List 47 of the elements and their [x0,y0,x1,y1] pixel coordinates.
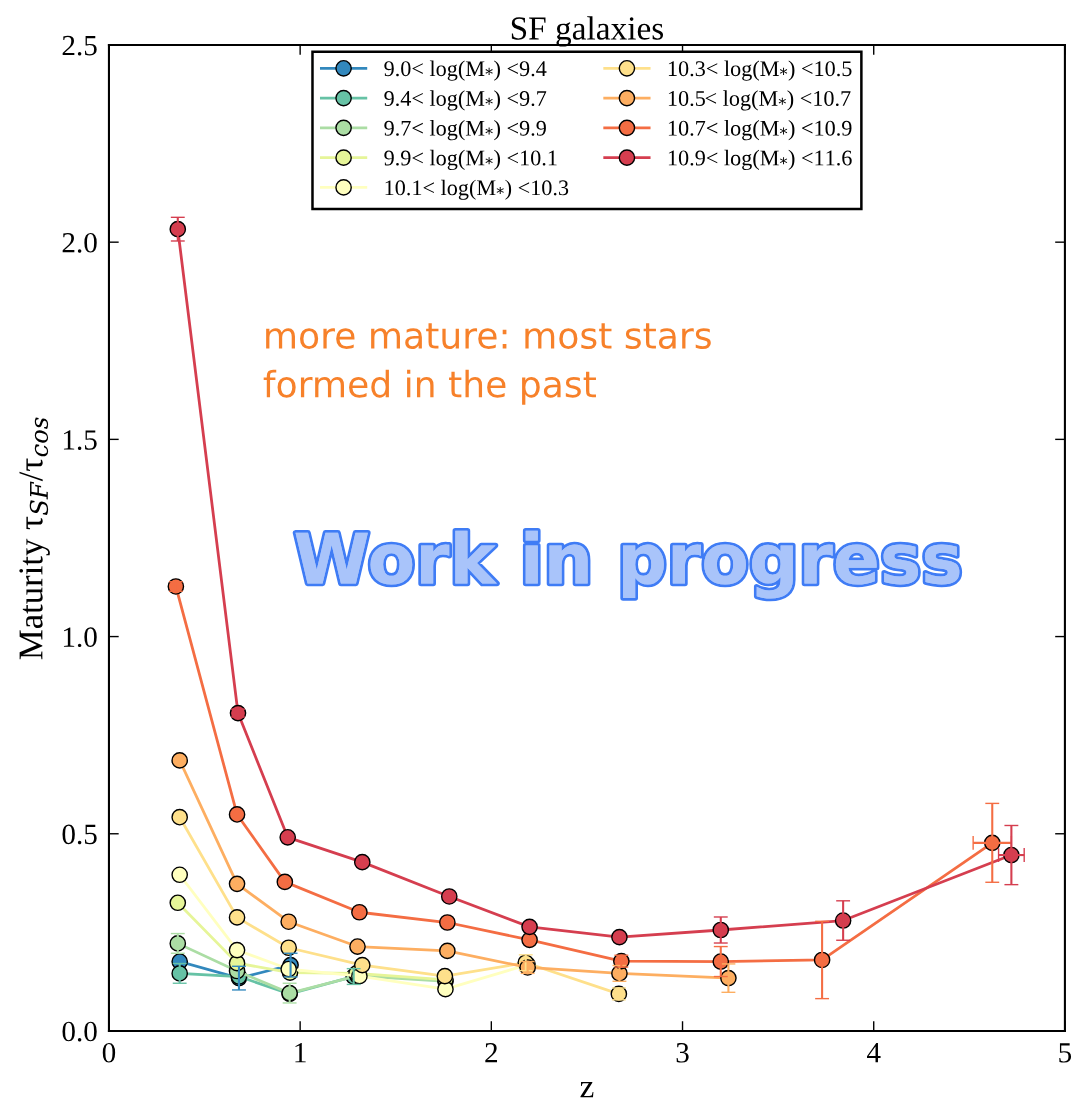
legend-label: 9.0< log(M$_{*}$) <9.4 [384,60,547,81]
x-axis-title: z [580,1081,594,1098]
point [439,942,456,960]
point [280,913,298,931]
point [353,853,371,871]
x-tick-label: 4 [867,1043,881,1063]
x-tick-label: 5 [1059,1043,1072,1063]
point [228,909,246,926]
legend-label: 10.9< log(M$_{*}$) <11.6 [668,149,852,171]
point [353,956,371,974]
y-axis-title: Maturity τ$_{SF}$/τ$_{cos}$ [19,417,50,660]
legend-label: 9.7< log(M$_{*}$) <9.9 [384,120,546,141]
y-tick-label: 1.5 [63,430,97,450]
legend-label: 9.4< log(M$_{*}$) <9.7 [384,90,547,111]
point [228,875,246,893]
legend-label: 10.5< log(M$_{*}$) <10.7 [668,90,851,111]
point [171,866,189,884]
legend-label: 10.7< log(M$_{*}$) <10.9 [668,120,852,141]
point [169,894,187,912]
chart-title: SF galaxies [511,16,664,47]
legend-label: 9.9< log(M$_{*}$) <10.1 [384,149,557,171]
point [439,914,456,931]
point [436,967,454,985]
point [351,903,368,921]
annotation: more mature: most stars formed in the past [263,323,711,405]
x-tick-label: 3 [676,1043,689,1063]
point [276,873,294,891]
x-tick-label: 1 [295,1043,306,1063]
point [611,928,628,946]
y-tick-label: 2.0 [62,232,97,253]
legend-label: 10.3< log(M$_{*}$) <10.5 [668,60,852,81]
point [171,752,189,769]
y-tick-label: 0.5 [62,824,97,845]
y-tick-label: 1.0 [63,627,97,648]
legend-label: 10.1< log(M$_{*}$) <10.3 [385,179,569,200]
y-tick-label: 0.0 [62,1021,97,1042]
point [279,828,297,846]
point [228,941,246,959]
x-tick-label: 2 [485,1043,498,1063]
point [171,808,189,826]
point [228,806,246,823]
point [521,918,538,936]
annotation: Work in progress [295,530,960,599]
x-tick-label: 0 [102,1042,116,1063]
point [349,938,366,955]
point [440,888,458,905]
y-tick-label: 2.5 [62,35,97,56]
